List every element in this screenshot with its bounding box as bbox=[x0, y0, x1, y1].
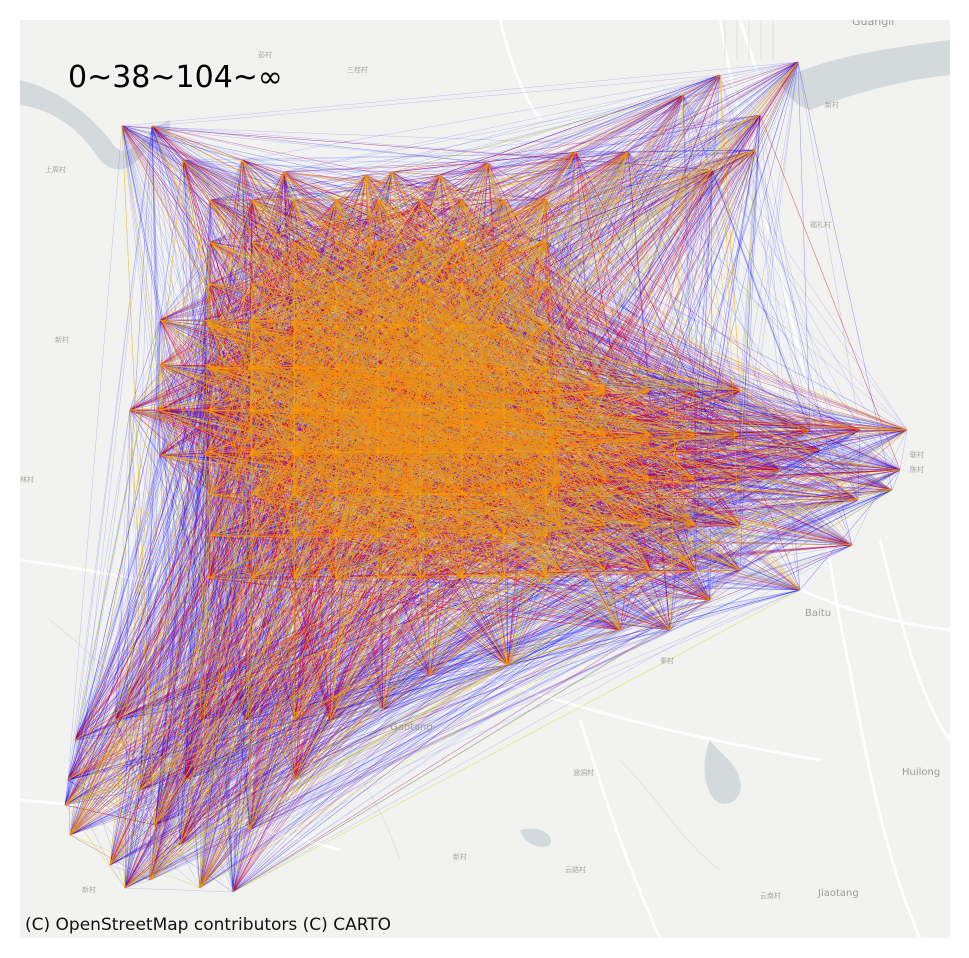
map-attribution: (C) OpenStreetMap contributors (C) CARTO bbox=[25, 915, 392, 935]
place-label: 新村 bbox=[82, 886, 96, 894]
road bbox=[779, 578, 950, 632]
place-label: 三桂村 bbox=[347, 66, 368, 74]
od-flow-lines bbox=[64, 61, 908, 893]
place-label: 上周村 bbox=[45, 166, 66, 174]
place-label-gaotang: Gaotang bbox=[390, 722, 433, 733]
river bbox=[780, 40, 950, 110]
place-label-baitu: Baitu bbox=[805, 608, 832, 619]
road bbox=[20, 558, 821, 762]
minor-road bbox=[619, 759, 721, 871]
place-label-guangli: Guangli bbox=[852, 20, 895, 28]
pond bbox=[520, 828, 551, 847]
road bbox=[718, 20, 922, 938]
place-label: 新村 bbox=[55, 336, 69, 344]
road bbox=[578, 719, 662, 938]
lake bbox=[704, 740, 741, 804]
minor-road bbox=[319, 719, 401, 861]
place-label: 林村 bbox=[20, 476, 34, 484]
place-label: 新村 bbox=[453, 853, 467, 861]
place-label: 云南村 bbox=[760, 892, 781, 900]
flow-lines-high bbox=[64, 61, 908, 893]
place-label: 彭村 bbox=[258, 51, 272, 59]
flow-grid-high bbox=[209, 199, 620, 620]
place-label: 秦村 bbox=[660, 657, 674, 665]
basemap bbox=[20, 20, 950, 938]
map-frame[interactable]: Guangli 彭村 三桂村 新村 上周村 福礼村 新村 联村 陈村 Baitu… bbox=[20, 20, 950, 938]
place-label: 联村 bbox=[910, 451, 924, 459]
place-label: 陈村 bbox=[910, 466, 924, 474]
river bbox=[20, 80, 170, 170]
place-label-jiaotang: Jiaotang bbox=[818, 888, 859, 899]
place-label: 云路村 bbox=[565, 866, 586, 874]
road bbox=[498, 20, 542, 121]
basemap-and-flows bbox=[20, 20, 950, 938]
place-label-huilong: Huilong bbox=[902, 767, 941, 778]
place-label: 福礼村 bbox=[810, 221, 831, 229]
place-label: 新村 bbox=[825, 101, 839, 109]
road bbox=[878, 539, 950, 741]
minor-road bbox=[49, 619, 161, 741]
road bbox=[738, 20, 762, 81]
legend-title: 0~38~104~∞ bbox=[68, 60, 283, 95]
place-label: 波洞村 bbox=[573, 769, 594, 777]
